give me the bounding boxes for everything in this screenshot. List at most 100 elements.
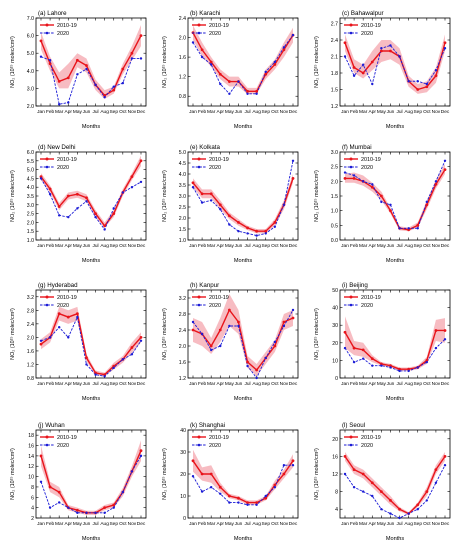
x-tick-label: Jun	[235, 381, 243, 387]
x-tick-label: Dec	[289, 109, 298, 115]
baseline-range-band	[345, 452, 445, 515]
point-2020	[407, 512, 410, 515]
y-tick-label: 3.0	[27, 203, 34, 209]
x-tick-label: Aug	[404, 243, 413, 249]
panel-kolkata: (e) Kolkata 1.0 1.5 2.0 2.5 3.0 3.5 4.0 4.5 5.0 Ja…	[162, 144, 299, 264]
point-2010-19	[103, 506, 107, 510]
plot-frame	[35, 429, 147, 519]
x-tick-label: Nov	[128, 243, 137, 249]
point-2020	[273, 340, 277, 344]
point-2020	[76, 73, 79, 76]
y-tick-label: 2.4	[179, 16, 186, 22]
x-tick-label: Apr	[369, 381, 377, 387]
point-2020	[85, 511, 88, 515]
y-axis-label: NO₂ (10¹⁵ molec/cm²)	[314, 36, 320, 88]
point-2020	[255, 376, 258, 380]
x-tick-label: Aug	[404, 109, 413, 115]
x-tick-label: Mar	[55, 243, 64, 249]
point-2010-19	[434, 74, 438, 78]
point-2010-19	[370, 357, 374, 361]
y-axis-label: NO₂ (10¹⁵ molec/cm²)	[10, 448, 16, 500]
point-2020	[352, 486, 356, 489]
point-2010-19	[343, 41, 347, 45]
x-tick-label: May	[73, 381, 83, 387]
point-2020	[407, 80, 410, 83]
y-tick-label: 6	[31, 495, 34, 501]
series-line-2010-19	[192, 308, 294, 372]
x-tick-label: Jan	[37, 109, 45, 115]
point-2010-19	[48, 485, 52, 489]
legend-label-2010-19: 2010-19	[209, 435, 229, 441]
point-2020	[443, 159, 447, 162]
y-tick-label: 2.0	[27, 220, 34, 226]
x-axis-label: Months	[234, 536, 253, 542]
point-2010-19	[39, 39, 43, 43]
point-2010-19	[273, 344, 277, 348]
point-2020	[121, 490, 125, 494]
point-2010-19	[103, 224, 107, 228]
x-tick-label: Oct	[119, 243, 127, 249]
x-axis-label: Months	[386, 396, 405, 402]
x-tick-label: May	[377, 243, 387, 249]
y-tick-label: 3.2	[179, 296, 186, 302]
point-2020	[48, 59, 52, 62]
baseline-range-band	[41, 440, 141, 515]
x-tick-label: Jul	[244, 243, 250, 249]
y-tick-label: 4.5	[27, 176, 34, 182]
y-tick-label: 2.0	[179, 216, 186, 222]
point-2010-19	[255, 501, 259, 504]
x-tick-label: Sep	[413, 109, 422, 115]
x-tick-label: Dec	[289, 521, 298, 527]
point-2020	[273, 225, 277, 228]
point-2020	[237, 324, 240, 328]
point-2010-19	[443, 455, 447, 458]
x-tick-label: Nov	[280, 109, 289, 115]
y-tick-label: 2.8	[27, 308, 34, 314]
point-2010-19	[57, 312, 61, 316]
y-axis-label: NO₂ (10¹⁵ molec/cm²)	[162, 36, 168, 88]
legend-label-2020: 2020	[57, 31, 69, 37]
plot-frame	[187, 17, 299, 107]
point-2010-19	[389, 209, 392, 213]
y-axis-label: NO₂ (10¹⁵ molec/cm²)	[162, 448, 168, 500]
point-2010-19	[94, 212, 97, 216]
point-2010-19	[407, 367, 411, 371]
x-axis-label: Months	[82, 258, 101, 264]
point-2020	[255, 92, 258, 95]
point-2010-19	[103, 373, 107, 377]
x-tick-label: Jun	[235, 521, 243, 527]
point-2020	[139, 339, 143, 342]
point-2020	[425, 82, 429, 86]
x-tick-label: Mar	[207, 109, 216, 115]
point-2020	[209, 486, 213, 489]
x-tick-label: May	[377, 381, 387, 387]
point-2020	[57, 501, 61, 504]
series-line-2010-19	[192, 32, 294, 93]
series-line-2020	[192, 34, 294, 95]
point-2020	[228, 92, 231, 95]
point-2020	[398, 369, 401, 373]
legend-label-2020: 2020	[209, 165, 221, 171]
point-2010-19	[139, 449, 143, 453]
x-tick-label: Jul	[92, 521, 98, 527]
x-tick-label: Nov	[280, 521, 289, 527]
point-2020	[209, 348, 213, 352]
point-2020	[67, 336, 70, 339]
point-2010-19	[255, 229, 259, 233]
x-tick-label: Oct	[119, 381, 127, 387]
point-2010-19	[361, 472, 365, 476]
point-2010-19	[75, 58, 79, 62]
y-tick-label: 0.8	[179, 94, 186, 100]
point-2010-19	[255, 368, 259, 372]
y-tick-label: 3.0	[179, 194, 186, 200]
y-tick-label: 1.0	[331, 209, 338, 215]
baseline-range-band	[345, 316, 445, 371]
legend-marker-2010-19	[349, 295, 353, 299]
point-2010-19	[66, 76, 70, 80]
y-tick-label: 8	[31, 485, 34, 491]
point-2020	[112, 85, 115, 88]
x-tick-label: Apr	[217, 521, 225, 527]
legend-marker-2020	[197, 31, 201, 35]
point-2020	[361, 357, 365, 360]
